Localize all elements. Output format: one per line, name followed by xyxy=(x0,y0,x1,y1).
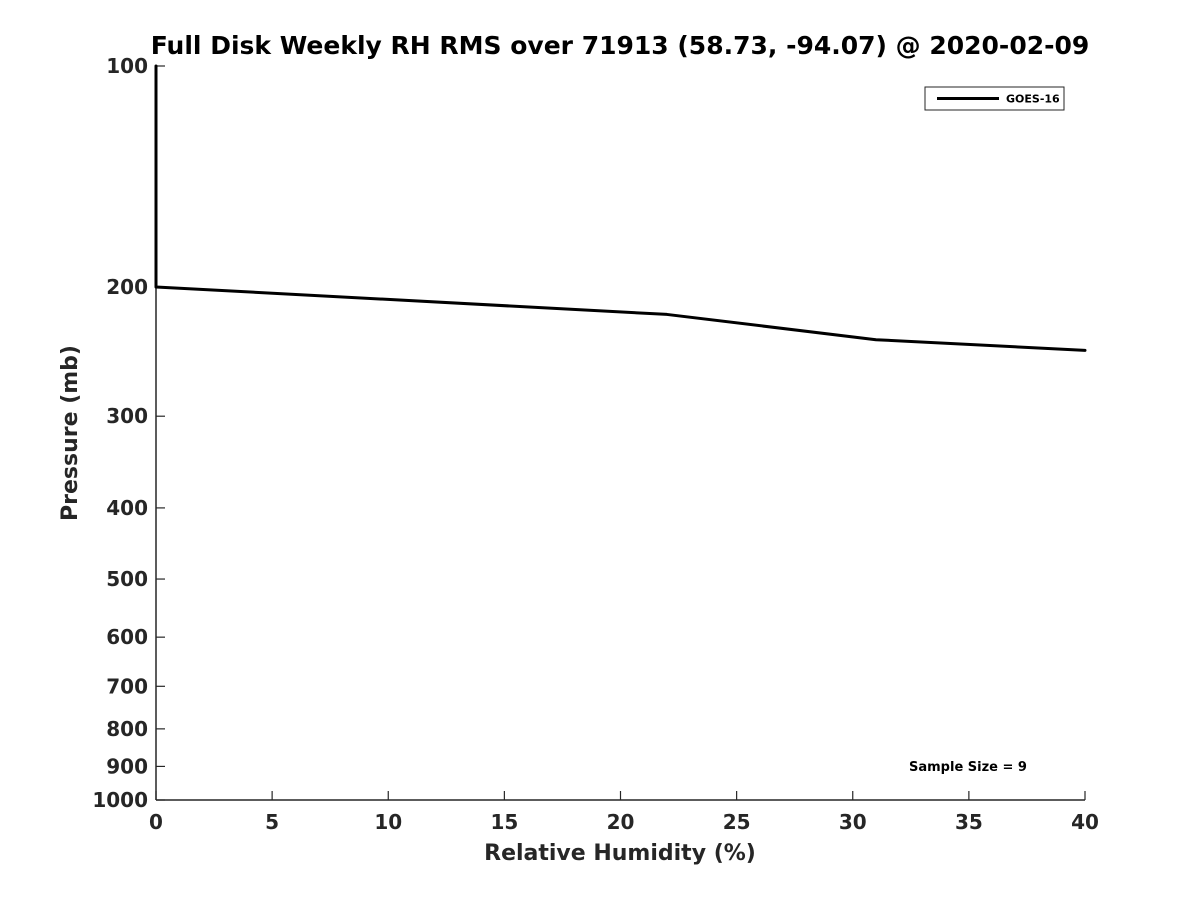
chart-title: Full Disk Weekly RH RMS over 71913 (58.7… xyxy=(151,31,1090,60)
legend-label-goes-16: GOES-16 xyxy=(1006,93,1060,106)
y-tick-label: 500 xyxy=(106,567,148,591)
axes-background xyxy=(156,66,1085,800)
y-tick-label: 100 xyxy=(106,54,148,78)
y-tick-label: 400 xyxy=(106,496,148,520)
x-tick-label: 40 xyxy=(1071,810,1099,834)
sample-size-annotation: Sample Size = 9 xyxy=(909,760,1027,775)
series-line-goes-16 xyxy=(154,64,1087,352)
legend: GOES-16 xyxy=(924,86,1065,111)
x-tick-label: 15 xyxy=(490,810,518,834)
x-tick-label: 0 xyxy=(149,810,163,834)
y-tick-label: 800 xyxy=(106,717,148,741)
series-group xyxy=(154,64,1087,352)
plot-area: 0 5 10 15 20 25 30 35 40 100 200 300 400 500 600 700 80… xyxy=(92,54,1099,834)
x-tick-label: 10 xyxy=(374,810,402,834)
y-ticks: 100 200 300 400 500 600 700 800 900 1000 xyxy=(92,54,165,812)
x-tick-label: 25 xyxy=(723,810,751,834)
y-tick-label: 600 xyxy=(106,625,148,649)
x-tick-label: 20 xyxy=(607,810,635,834)
y-tick-label: 200 xyxy=(106,275,148,299)
y-tick-label: 700 xyxy=(106,674,148,698)
x-ticks: 0 5 10 15 20 25 30 35 40 xyxy=(149,791,1099,834)
y-tick-label: 1000 xyxy=(92,788,148,812)
y-tick-label: 900 xyxy=(106,754,148,778)
x-tick-label: 30 xyxy=(839,810,867,834)
x-tick-label: 5 xyxy=(265,810,279,834)
x-axis-label: Relative Humidity (%) xyxy=(484,841,756,866)
x-tick-label: 35 xyxy=(955,810,983,834)
y-axis-label: Pressure (mb) xyxy=(58,345,83,521)
y-tick-label: 300 xyxy=(106,404,148,428)
